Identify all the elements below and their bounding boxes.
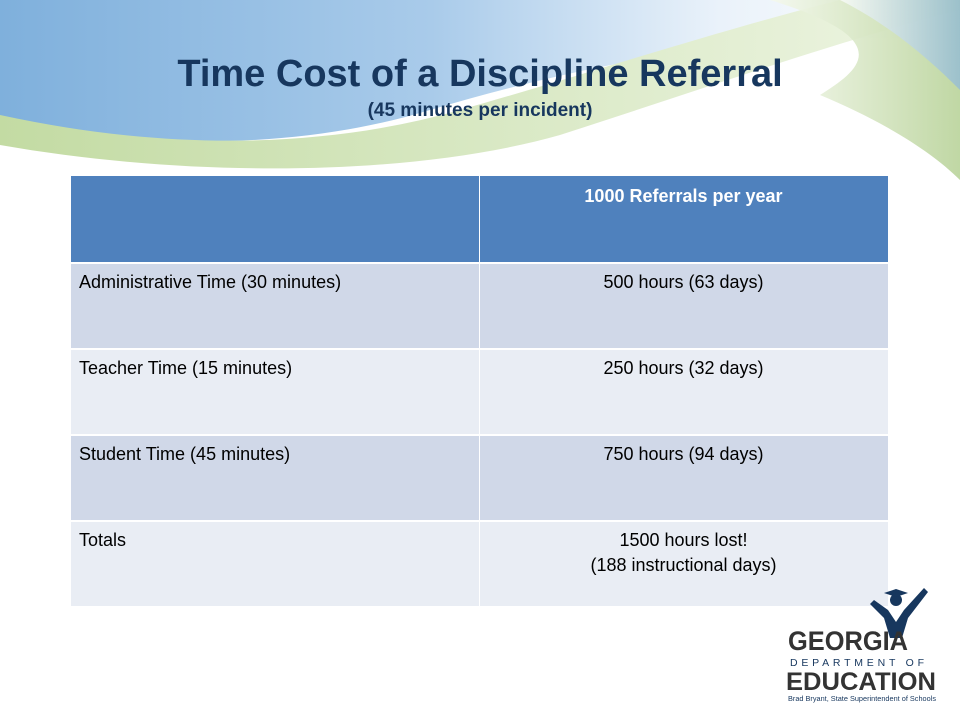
logo-tagline: Brad Bryant, State Superintendent of Sch…	[788, 696, 937, 703]
table-header-row: 1000 Referrals per year	[71, 176, 889, 263]
row-value-line1: 750 hours (94 days)	[603, 444, 764, 464]
table-row: Student Time (45 minutes) 750 hours (94 …	[71, 435, 889, 521]
wave-green	[0, 0, 960, 169]
georgia-doe-logo: GEORGIA DEPARTMENT OF EDUCATION Brad Bry…	[786, 588, 937, 703]
row-label: Totals	[71, 521, 480, 606]
row-value-line2: (188 instructional days)	[590, 555, 777, 575]
row-value: 500 hours (63 days)	[479, 263, 889, 349]
header-cell-empty	[71, 176, 480, 263]
row-label: Student Time (45 minutes)	[71, 435, 480, 521]
row-value: 1500 hours lost! (188 instructional days…	[479, 521, 889, 606]
slide-title: Time Cost of a Discipline Referral	[177, 53, 783, 95]
logo-georgia: GEORGIA	[788, 626, 908, 656]
row-value: 750 hours (94 days)	[479, 435, 889, 521]
table-row: Administrative Time (30 minutes) 500 hou…	[71, 263, 889, 349]
referral-cost-table: 1000 Referrals per year Administrative T…	[71, 176, 889, 606]
header-cell-referrals: 1000 Referrals per year	[479, 176, 889, 263]
slide-subtitle: (45 minutes per incident)	[367, 100, 593, 121]
row-value-line1: 500 hours (63 days)	[603, 272, 764, 292]
row-value: 250 hours (32 days)	[479, 349, 889, 435]
title-block: Time Cost of a Discipline Referral (45 m…	[0, 50, 960, 122]
row-label: Administrative Time (30 minutes)	[71, 263, 480, 349]
logo-department-of: DEPARTMENT OF	[790, 657, 924, 669]
graduate-figure-icon	[870, 588, 928, 638]
logo-education: EDUCATION	[786, 668, 936, 696]
row-value-line1: 250 hours (32 days)	[603, 358, 764, 378]
wave-blue-right	[840, 0, 960, 90]
row-value-line1: 1500 hours lost!	[619, 530, 748, 550]
table-row: Teacher Time (15 minutes) 250 hours (32 …	[71, 349, 889, 435]
row-label: Teacher Time (15 minutes)	[71, 349, 480, 435]
table-row-totals: Totals 1500 hours lost! (188 instruction…	[71, 521, 889, 606]
